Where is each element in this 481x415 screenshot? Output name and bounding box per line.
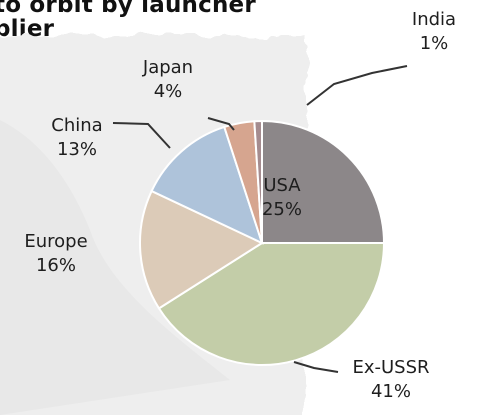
pie-slice-india [253,119,263,244]
leader-line-japan [207,117,235,131]
leader-lines [112,65,408,373]
label-usa-value: 25% [261,199,302,220]
leader-line-india [306,65,408,106]
label-china-value: 13% [56,139,97,160]
label-china: China 13% [44,114,110,162]
label-india-name: India [411,9,457,30]
label-ex-ussr-value: 41% [370,381,411,402]
pie-slices [139,119,386,366]
leader-line-china [112,122,171,149]
leader-line-exussr [293,361,339,373]
pie-slice-europe [139,189,265,310]
label-ex-ussr-name: Ex-USSR [352,357,430,378]
label-japan: Japan 4% [130,56,206,104]
label-europe: Europe 16% [18,230,94,278]
label-europe-name: Europe [24,231,88,252]
label-india-value: 1% [419,33,449,54]
pie-slice-usa [261,119,386,244]
label-ex-ussr: Ex-USSR 41% [340,356,442,404]
label-usa: USA 25% [249,174,315,222]
label-china-name: China [51,115,103,136]
label-japan-name: Japan [142,57,194,78]
pie-slice-china [150,125,264,245]
label-india: India 1% [403,8,465,56]
label-usa-name: USA [263,175,301,196]
label-europe-value: 16% [35,255,76,276]
chart-title-line-1: to orbit by launcher [0,0,256,18]
label-japan-value: 4% [153,81,183,102]
